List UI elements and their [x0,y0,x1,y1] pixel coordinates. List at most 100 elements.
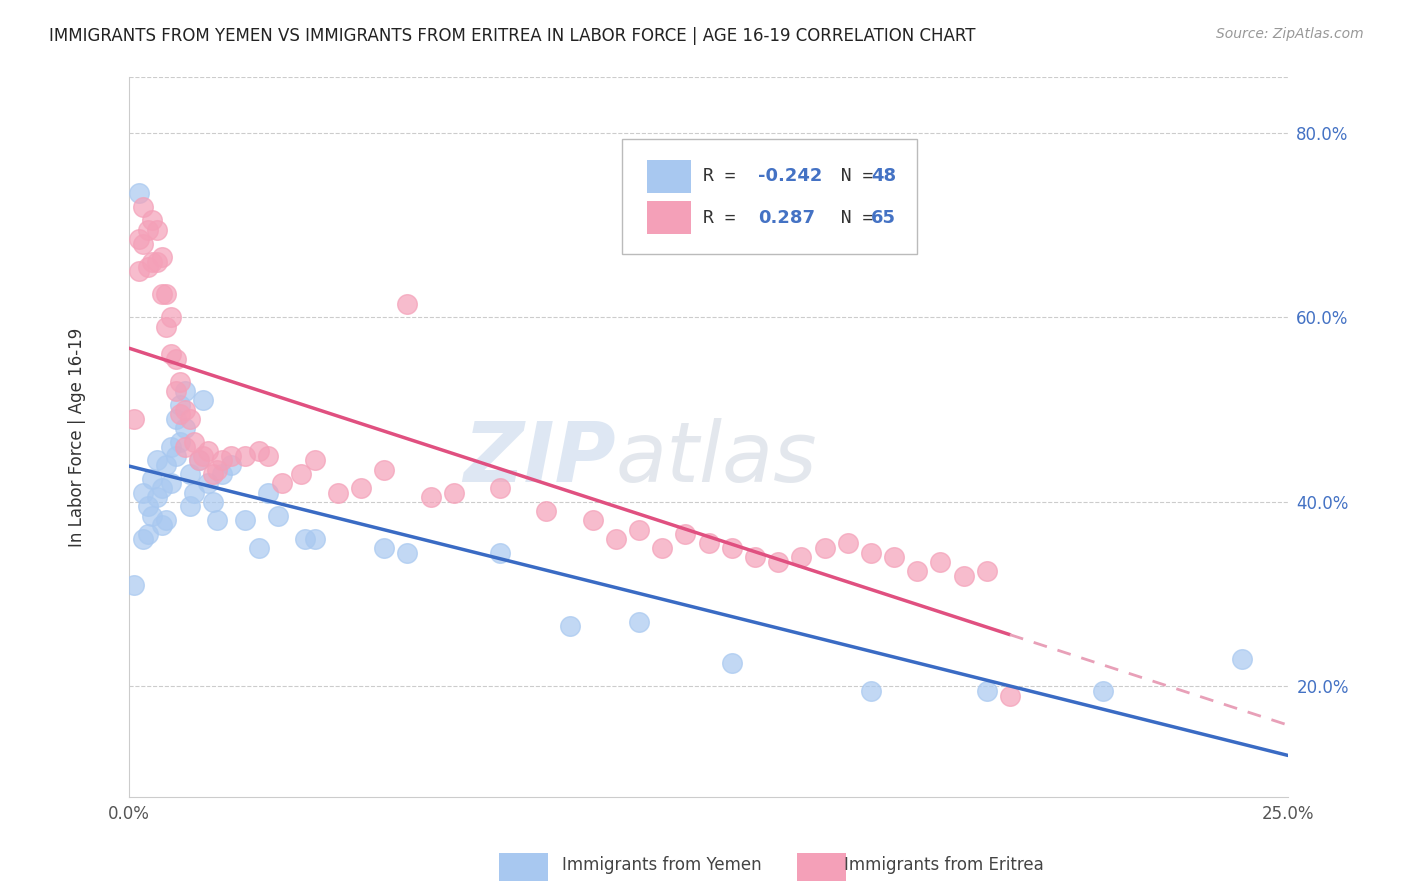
Point [859,684,882,698]
Point [187,453,209,467]
Point [219,458,242,472]
Point [211,467,233,482]
Point [174,421,197,435]
Point [883,550,905,565]
Point [132,485,155,500]
Text: 65: 65 [870,209,896,227]
Point [132,236,155,251]
Point [155,287,177,301]
Point [165,384,187,399]
Point [233,513,256,527]
Point [128,264,150,278]
Point [233,449,256,463]
Point [155,458,177,472]
Text: atlas: atlas [616,418,817,500]
Point [165,351,187,366]
Point [169,375,191,389]
Point [150,251,173,265]
Point [179,412,201,426]
Point [675,527,697,541]
Text: Immigrants from Eritrea: Immigrants from Eritrea [844,856,1043,874]
Point [976,684,998,698]
Point [859,546,882,560]
Point [720,657,742,671]
Point [304,453,326,467]
Point [136,527,159,541]
Point [929,555,952,569]
Point [146,490,169,504]
Point [136,222,159,236]
Point [697,536,720,550]
Text: N =: N = [818,209,884,227]
Point [766,555,789,569]
Point [174,384,197,399]
Point [952,568,974,582]
Point [326,485,349,500]
Point [169,434,191,449]
Point [396,546,419,560]
Point [146,453,169,467]
Point [1230,651,1253,665]
Text: R =: R = [703,167,747,185]
Point [536,504,558,518]
Point [247,541,270,555]
Point [193,393,215,408]
Point [136,260,159,274]
Point [160,310,183,325]
Point [174,440,197,454]
Point [651,541,673,555]
Point [219,449,242,463]
Point [373,462,395,476]
Point [128,186,150,200]
Point [141,213,163,227]
Point [443,485,465,500]
Point [605,532,627,546]
Point [160,440,183,454]
Point [207,462,229,476]
Point [628,523,651,537]
Point [141,508,163,523]
FancyBboxPatch shape [621,138,917,253]
Point [174,402,197,417]
Point [141,255,163,269]
Text: 0.287: 0.287 [758,209,815,227]
Point [247,444,270,458]
Point [419,490,441,504]
Point [837,536,859,550]
Point [813,541,835,555]
Point [211,453,233,467]
Point [183,485,205,500]
Point [160,476,183,491]
Point [183,434,205,449]
Point [207,513,229,527]
Text: R =: R = [703,209,758,227]
Point [141,472,163,486]
Text: Source: ZipAtlas.com: Source: ZipAtlas.com [1216,27,1364,41]
Point [122,578,145,592]
Point [193,449,215,463]
Bar [499,853,548,881]
Point [905,564,928,578]
Text: -0.242: -0.242 [758,167,823,185]
Point [266,508,288,523]
Point [257,485,280,500]
Point [628,615,651,629]
Point [294,532,316,546]
Point [290,467,312,482]
Point [1091,684,1114,698]
Point [197,476,219,491]
Point [155,319,177,334]
Point [150,287,173,301]
Point [122,412,145,426]
Point [165,412,187,426]
Bar [647,161,692,193]
Point [150,518,173,533]
Point [169,398,191,412]
Point [257,449,280,463]
Point [582,513,605,527]
Bar [797,853,846,881]
Point [976,564,998,578]
Point [373,541,395,555]
Point [187,453,209,467]
Point [179,467,201,482]
